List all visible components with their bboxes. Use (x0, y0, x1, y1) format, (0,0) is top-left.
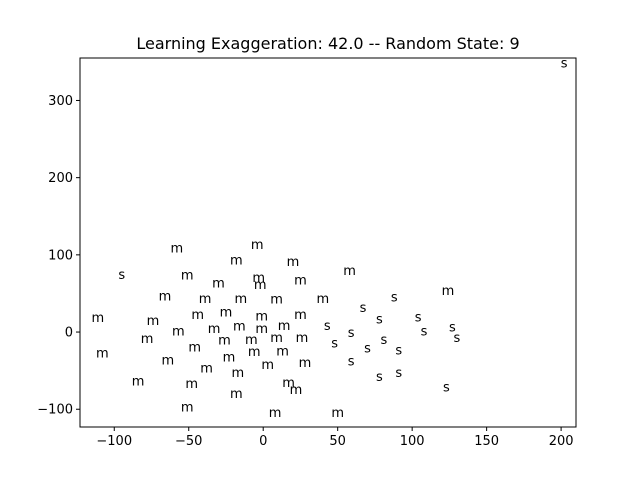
data-point-label: m (185, 377, 198, 392)
data-point-label: s (395, 366, 402, 381)
data-point-label: m (230, 253, 243, 268)
data-point-label: m (208, 322, 221, 337)
data-point-label: s (561, 56, 568, 71)
data-point-label: m (191, 308, 204, 323)
x-tick-label: 100 (400, 434, 425, 449)
data-point-label: m (251, 238, 264, 253)
data-point-label: m (232, 366, 245, 381)
data-point-label: m (181, 401, 194, 416)
data-point-label: m (254, 278, 267, 293)
data-point-label: s (453, 331, 460, 346)
data-point-label: m (294, 273, 307, 288)
data-point-label: m (290, 383, 303, 398)
data-point-label: m (287, 255, 300, 270)
data-point-label: m (261, 358, 274, 373)
data-point-label: m (248, 345, 261, 360)
data-point-label: m (235, 292, 248, 307)
y-tick-label: 0 (65, 326, 73, 341)
data-point-label: m (200, 361, 213, 376)
data-point-label: m (170, 242, 183, 257)
chart-title: Learning Exaggeration: 42.0 -- Random St… (136, 34, 519, 53)
data-point-label: m (96, 347, 109, 362)
x-tick-label: 200 (549, 434, 574, 449)
data-point-label: m (278, 319, 291, 334)
y-tick-label: 300 (48, 94, 73, 109)
data-point-label: s (360, 301, 367, 316)
data-point-label: m (269, 406, 282, 421)
x-tick-label: −50 (175, 434, 202, 449)
data-point-label: m (270, 331, 283, 346)
data-point-label: m (218, 334, 231, 349)
data-point-label: m (294, 308, 307, 323)
data-point-label: s (415, 310, 422, 325)
data-point-label: m (212, 276, 225, 291)
data-point-label: m (172, 324, 185, 339)
x-tick-label: 50 (329, 434, 346, 449)
axes: −100 −50 0 50 100 150 200 −100 0 100 200 300 (37, 94, 573, 449)
y-tick-label: −100 (37, 403, 73, 418)
data-point-label: m (252, 271, 265, 286)
data-point-label: s (380, 333, 387, 348)
data-point-label: m (270, 293, 283, 308)
data-point-label: m (159, 290, 172, 305)
plot-frame (79, 57, 577, 428)
data-point-label: m (230, 387, 243, 402)
data-point-label: m (255, 310, 268, 325)
data-point-label: m (276, 344, 289, 359)
data-point-label: m (316, 292, 329, 307)
data-point-label: m (442, 284, 455, 299)
data-point-label: s (391, 290, 398, 305)
data-point-label: m (255, 322, 268, 337)
data-point-label: m (331, 406, 344, 421)
data-point-label: s (376, 313, 383, 328)
y-tick-label: 100 (48, 248, 73, 263)
data-point-label: m (220, 306, 233, 321)
data-point-label: m (181, 269, 194, 284)
data-point-label: s (443, 381, 450, 396)
data-point-label: s (118, 268, 125, 283)
data-point-label: s (324, 319, 331, 334)
data-point-label: m (296, 331, 309, 346)
data-point-label: m (343, 264, 356, 279)
y-tick-label: 200 (48, 171, 73, 186)
data-point-label: m (245, 333, 258, 348)
data-point-label: m (141, 332, 154, 347)
data-point-label: m (92, 311, 105, 326)
x-tick-label: −100 (96, 434, 132, 449)
data-point-label: s (364, 341, 371, 356)
data-point-label: m (188, 340, 201, 355)
data-point-label: m (132, 374, 145, 389)
data-point-label: s (421, 324, 428, 339)
data-point-label: s (395, 344, 402, 359)
data-point-label: s (348, 354, 355, 369)
data-point-label: s (348, 326, 355, 341)
data-point-label: m (299, 356, 312, 371)
data-point-label: m (223, 351, 236, 366)
data-point-label: m (282, 376, 295, 391)
data-point-label: s (376, 370, 383, 385)
data-point-label: m (147, 314, 160, 329)
x-tick-label: 0 (259, 434, 267, 449)
data-point-label: m (162, 354, 175, 369)
data-point-label: s (331, 337, 338, 352)
data-point-label: s (449, 320, 456, 335)
data-point-label: m (233, 320, 246, 335)
x-tick-label: 150 (474, 434, 499, 449)
data-point-label: m (199, 292, 212, 307)
